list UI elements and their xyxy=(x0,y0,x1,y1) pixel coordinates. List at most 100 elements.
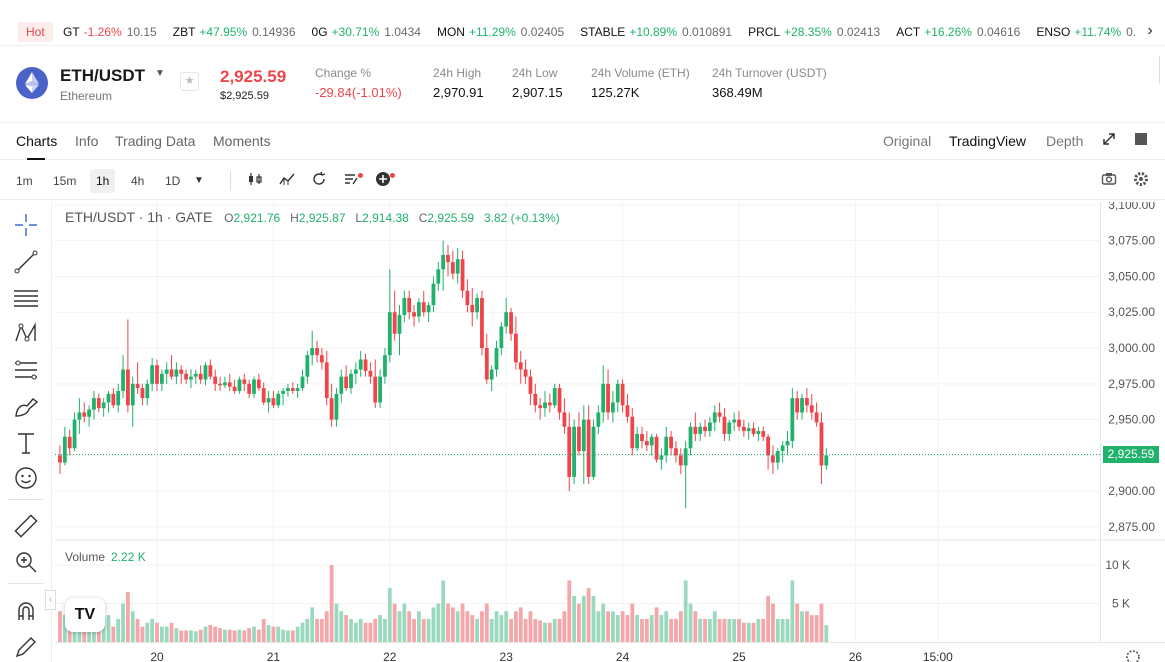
timeframe-caret-icon[interactable]: ▼ xyxy=(194,175,204,186)
text-tool-icon[interactable] xyxy=(13,430,39,456)
ticker-item[interactable]: ZBT +47.95% 0.14936 xyxy=(173,25,296,39)
add-indicator-icon[interactable] xyxy=(373,171,395,191)
volume-bar xyxy=(824,625,829,642)
watchlist-icon[interactable] xyxy=(341,171,363,191)
indicators-icon[interactable] xyxy=(277,171,297,191)
volume-bar xyxy=(809,615,814,642)
settings-gear-icon[interactable] xyxy=(1131,171,1151,191)
time-axis-label: 23 xyxy=(500,650,514,662)
chevron-right-icon[interactable]: › xyxy=(1135,18,1165,45)
candle-body xyxy=(412,312,416,317)
ticker-item[interactable]: GT -1.26% 10.15 xyxy=(63,25,157,39)
timeframe-4h[interactable]: 4h xyxy=(131,174,145,188)
volume-bar xyxy=(606,611,610,642)
pattern-icon[interactable] xyxy=(13,321,39,347)
tab-charts[interactable]: Charts xyxy=(16,133,58,149)
brush-icon[interactable] xyxy=(13,394,39,420)
candle-body xyxy=(455,259,460,274)
volume-bar xyxy=(150,618,155,642)
price-axis-label: 3,050.00 xyxy=(1108,269,1155,283)
candle-body xyxy=(596,412,601,427)
volume-bar xyxy=(717,618,722,642)
timeframe-1h[interactable]: 1h xyxy=(90,169,116,193)
zoom-in-icon[interactable] xyxy=(13,549,39,575)
panel-resize-handle[interactable] xyxy=(1159,56,1163,84)
candle-body xyxy=(368,370,373,377)
collapse-toolbar-icon[interactable]: ‹ xyxy=(45,590,56,610)
volume-bar xyxy=(615,615,620,642)
hot-label[interactable]: Hot xyxy=(18,22,53,42)
caret-down-icon[interactable]: ▼ xyxy=(155,68,165,79)
candle-body xyxy=(756,431,761,434)
timeframe-1m[interactable]: 1m xyxy=(16,174,33,188)
fib-retracement-icon[interactable] xyxy=(13,357,39,383)
candle-body xyxy=(82,412,87,417)
view-original[interactable]: Original xyxy=(883,133,932,149)
crosshair-icon[interactable] xyxy=(13,212,39,238)
time-axis-label: 15:00 xyxy=(923,650,953,662)
volume-bar xyxy=(761,618,766,642)
horizontal-lines-icon[interactable] xyxy=(13,285,39,311)
candle-body xyxy=(295,388,300,391)
volume-bar xyxy=(193,631,198,642)
star-icon[interactable]: ★ xyxy=(180,72,199,91)
layout-icon[interactable] xyxy=(1131,131,1151,151)
magnet-icon[interactable] xyxy=(13,598,39,624)
replay-icon[interactable] xyxy=(309,171,329,191)
draw-mode-icon[interactable] xyxy=(13,634,39,660)
view-depth[interactable]: Depth xyxy=(1046,133,1084,149)
volume-bar xyxy=(732,618,737,642)
ruler-icon[interactable] xyxy=(13,513,39,539)
volume-bar xyxy=(625,615,630,642)
tab-moments[interactable]: Moments xyxy=(213,133,271,149)
timeframe-15m[interactable]: 15m xyxy=(53,174,77,188)
emoji-icon[interactable] xyxy=(13,465,39,491)
candle-body xyxy=(77,412,82,420)
ticker-change: +10.89% xyxy=(629,25,678,39)
volume-bar xyxy=(373,618,378,642)
drawing-toolbar xyxy=(0,202,52,662)
ethereum-logo-icon xyxy=(16,67,48,99)
legend-low: 2,914.38 xyxy=(362,211,409,225)
candle-body xyxy=(87,409,91,417)
candle-type-icon[interactable] xyxy=(245,171,265,191)
volume-bar xyxy=(412,618,416,642)
volume-bar xyxy=(159,626,164,642)
candle-body xyxy=(698,426,703,434)
candle-body xyxy=(484,348,489,380)
candle-body xyxy=(805,398,809,406)
candle-body xyxy=(727,422,732,434)
volume-bar xyxy=(649,615,654,642)
volume-bar xyxy=(315,618,319,642)
legend-high: 2,925.87 xyxy=(298,211,346,225)
timeframe-1d[interactable]: 1D xyxy=(165,174,181,188)
candle-body xyxy=(518,362,523,370)
volume-bar xyxy=(218,628,222,642)
candlestick-chart[interactable]: 3,100.00 3,075.00 3,050.00 3,025.00 3,000.00… xyxy=(55,202,1165,662)
volume-bar xyxy=(528,611,533,642)
tab-trading-data[interactable]: Trading Data xyxy=(115,133,196,149)
tradingview-logo-icon[interactable]: TV xyxy=(65,598,105,632)
ticker-item[interactable]: STABLE +10.89% 0.010891 xyxy=(580,25,732,39)
ticker-item[interactable]: MON +11.29% 0.02405 xyxy=(437,25,564,39)
expand-icon[interactable] xyxy=(1099,131,1119,151)
time-settings-icon[interactable] xyxy=(1124,648,1142,662)
trend-line-icon[interactable] xyxy=(13,249,39,275)
candle-body xyxy=(126,369,130,406)
volume-bar xyxy=(577,603,581,642)
view-tradingview[interactable]: TradingView xyxy=(949,133,1027,149)
volume-bar xyxy=(805,611,809,642)
volume-bar xyxy=(644,618,649,642)
candle-body xyxy=(344,376,349,389)
candle-body xyxy=(538,405,543,409)
candle-body xyxy=(271,398,276,406)
ticker-item[interactable]: 0G +30.71% 1.0434 xyxy=(312,25,421,39)
candle-body xyxy=(586,419,591,477)
ticker-item[interactable]: PRCL +28.35% 0.02413 xyxy=(748,25,880,39)
camera-icon[interactable] xyxy=(1099,171,1119,191)
volume-bar xyxy=(378,615,382,642)
tab-info[interactable]: Info xyxy=(75,133,99,149)
candle-body xyxy=(218,383,222,386)
ticker-item[interactable]: ACT +16.26% 0.04616 xyxy=(896,25,1020,39)
pair-symbol[interactable]: ETH/USDT xyxy=(60,66,145,85)
